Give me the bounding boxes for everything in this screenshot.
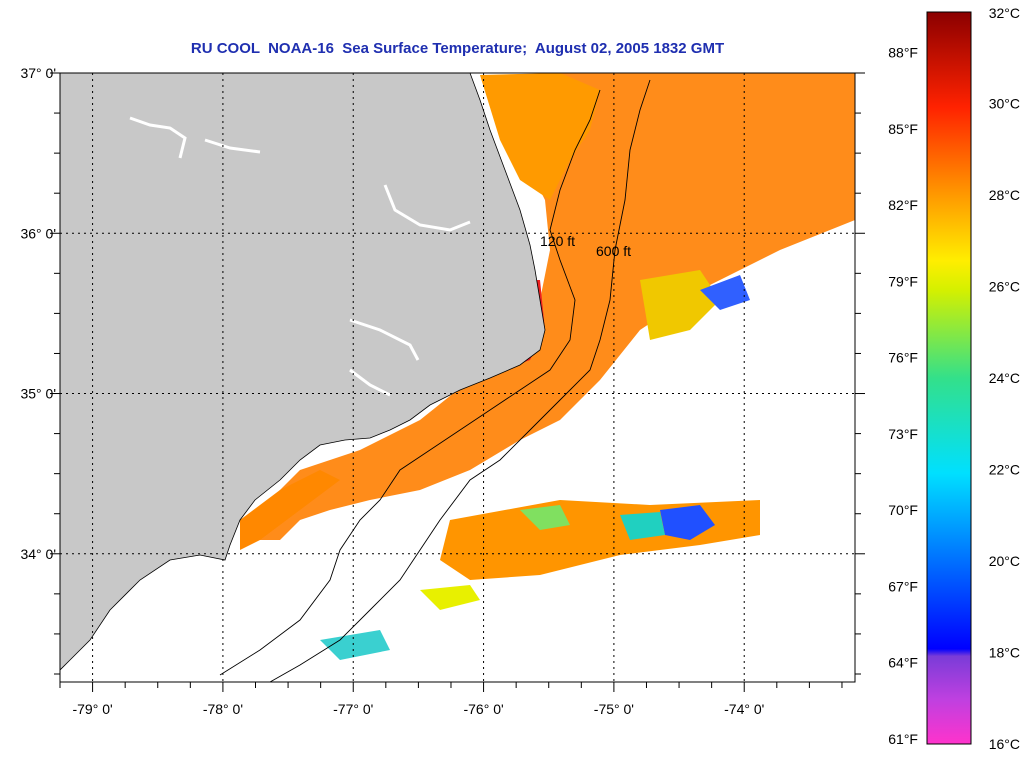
celsius-label: 18°C bbox=[989, 645, 1020, 661]
sst-patch-blue bbox=[660, 505, 715, 540]
longitude-labels: -79° 0' -78° 0' -77° 0' -76° 0' -75° 0' -74° … bbox=[72, 701, 764, 717]
lat-label: 36° 0' bbox=[20, 225, 56, 241]
sst-warm-offshore bbox=[250, 73, 855, 540]
fahrenheit-label: 73°F bbox=[888, 426, 918, 442]
lat-label: 37° 0' bbox=[20, 65, 56, 81]
bathymetry-contours bbox=[219, 79, 651, 682]
sst-patch-yellow-s bbox=[420, 585, 480, 610]
fahrenheit-label: 61°F bbox=[888, 731, 918, 747]
celsius-label: 28°C bbox=[989, 187, 1020, 203]
lat-label: 34° 0' bbox=[20, 546, 56, 562]
lon-label: -79° 0' bbox=[72, 701, 112, 717]
graticule bbox=[60, 73, 855, 682]
latitude-labels: 37° 0' 36° 0' 35° 0' 34° 0' bbox=[20, 65, 56, 562]
rivers bbox=[129, 116, 471, 397]
celsius-label: 26°C bbox=[989, 279, 1020, 295]
fahrenheit-label: 88°F bbox=[888, 45, 918, 61]
lon-label: -75° 0' bbox=[594, 701, 634, 717]
sst-patch-cyan-sw bbox=[320, 630, 390, 660]
fahrenheit-label: 82°F bbox=[888, 197, 918, 213]
fahrenheit-label: 67°F bbox=[888, 578, 918, 594]
celsius-label: 22°C bbox=[989, 462, 1020, 478]
celsius-label: 30°C bbox=[989, 96, 1020, 112]
sst-patch-nearshore bbox=[240, 470, 340, 550]
fahrenheit-label: 76°F bbox=[888, 350, 918, 366]
contour-600ft bbox=[269, 79, 651, 682]
lon-label: -74° 0' bbox=[724, 701, 764, 717]
fahrenheit-label: 79°F bbox=[888, 273, 918, 289]
land-mass bbox=[60, 73, 546, 671]
lon-label: -78° 0' bbox=[203, 701, 243, 717]
celsius-label: 16°C bbox=[989, 736, 1020, 752]
axis-ticks bbox=[50, 72, 865, 692]
lon-label: -76° 0' bbox=[463, 701, 503, 717]
colorbar bbox=[926, 11, 972, 745]
celsius-label: 20°C bbox=[989, 553, 1020, 569]
fahrenheit-label: 85°F bbox=[888, 121, 918, 137]
contour-label-120: 120 ft bbox=[540, 233, 575, 249]
sst-patch-cyan bbox=[620, 512, 665, 540]
sst-patch-green bbox=[520, 505, 570, 530]
fahrenheit-label: 70°F bbox=[888, 502, 918, 518]
celsius-label: 24°C bbox=[989, 370, 1020, 386]
colorbar-celsius-labels: 32°C 30°C 28°C 26°C 24°C 22°C 20°C 18°C 16°C bbox=[989, 5, 1020, 752]
contour-120ft bbox=[219, 89, 601, 676]
fahrenheit-label: 64°F bbox=[888, 655, 918, 671]
celsius-label: 32°C bbox=[989, 5, 1020, 21]
map-title: RU COOL NOAA-16 Sea Surface Temperature;… bbox=[190, 40, 725, 57]
sst-patch-ne-blue bbox=[700, 275, 750, 310]
contour-label-600: 600 ft bbox=[596, 243, 631, 259]
lon-label: -77° 0' bbox=[333, 701, 373, 717]
colorbar-fahrenheit-labels: 88°F 85°F 82°F 79°F 76°F 73°F 70°F 67°F 64°F 61°F bbox=[888, 45, 918, 747]
lat-label: 35° 0' bbox=[20, 386, 56, 402]
map-frame bbox=[59, 72, 856, 683]
sst-streak bbox=[480, 73, 600, 200]
sst-yellow-patch bbox=[640, 270, 720, 340]
